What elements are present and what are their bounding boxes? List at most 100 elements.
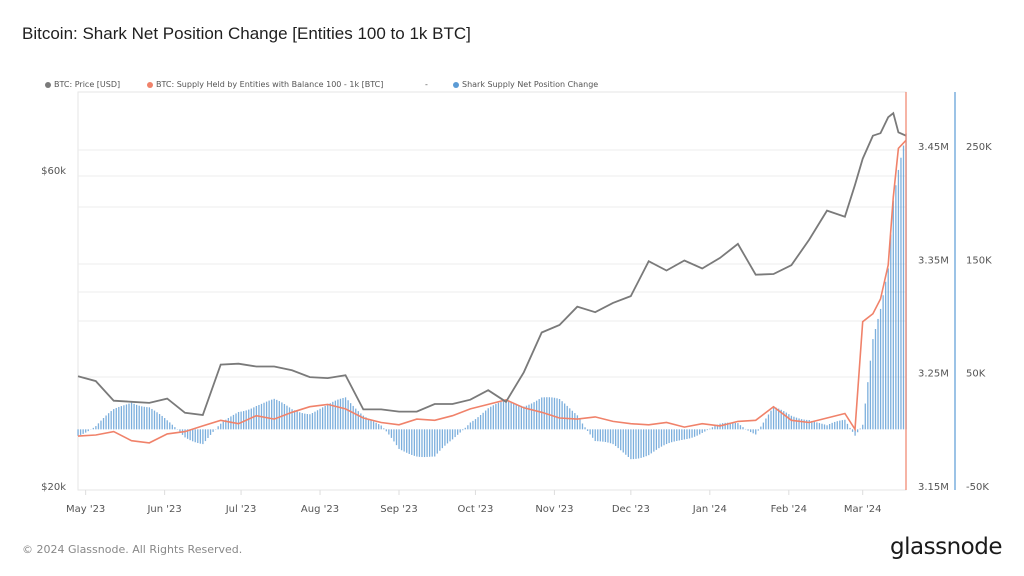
x-tick-label: Feb '24 (771, 504, 807, 515)
net-change-bar (752, 429, 754, 434)
net-change-bar (192, 429, 194, 442)
net-change-bar (635, 429, 637, 459)
net-change-bar (87, 429, 89, 432)
net-change-bar (693, 429, 696, 437)
net-change-bar (645, 429, 647, 457)
net-change-bar (862, 424, 864, 430)
net-change-bars (77, 133, 907, 460)
net-change-bar (808, 420, 810, 430)
net-change-bar (630, 429, 632, 460)
net-change-bar (202, 429, 204, 445)
net-change-bar (115, 407, 117, 430)
net-change-bar (844, 419, 846, 430)
legend-label: BTC: Supply Held by Entities with Balanc… (156, 80, 384, 89)
net-change-bar (510, 402, 512, 430)
net-change-bar (523, 406, 525, 430)
legend-label: - (425, 80, 428, 89)
net-change-bar (864, 403, 866, 430)
net-change-bar (785, 412, 787, 430)
net-change-bar (747, 429, 749, 431)
net-change-bar (520, 405, 522, 430)
net-change-bar (841, 420, 844, 430)
net-change-bar (716, 424, 719, 430)
net-change-bar (492, 405, 494, 430)
net-change-bar (676, 429, 678, 441)
net-change-bar (237, 411, 240, 430)
net-change-bar (836, 421, 838, 430)
net-change-bar (156, 412, 158, 430)
net-change-bar (749, 429, 752, 433)
net-change-bar (291, 409, 293, 430)
net-change-bar (803, 419, 805, 430)
net-change-bar (357, 411, 359, 430)
net-change-bar (497, 402, 500, 430)
net-change-bar (146, 407, 148, 430)
legend-item-price[interactable]: BTC: Price [USD] (45, 80, 120, 89)
net-change-bar (826, 425, 828, 430)
net-change-bar (599, 429, 601, 442)
net-change-bar (350, 403, 352, 430)
net-change-bar (854, 429, 856, 436)
price-line (77, 111, 907, 416)
net-change-bar (347, 400, 349, 430)
net-change-bar (770, 410, 772, 430)
net-change-bar (900, 157, 902, 430)
net-change-bar (507, 401, 510, 430)
net-change-bar (681, 429, 683, 440)
x-tick-label: Jan '24 (692, 504, 727, 515)
net-change-bar (897, 169, 900, 430)
net-change-bar (164, 418, 166, 430)
net-change-bar (128, 403, 130, 430)
net-change-bar (706, 429, 708, 431)
net-change-bar (620, 429, 622, 451)
net-change-bar (607, 429, 609, 443)
net-change-bar (701, 429, 703, 433)
net-change-bar (97, 423, 100, 430)
net-change-bar (253, 407, 255, 430)
net-change-bar (311, 413, 314, 430)
plot-border (77, 91, 907, 491)
net-change-bar (138, 405, 140, 430)
net-change-bar (614, 429, 617, 447)
net-change-bar (398, 429, 400, 449)
net-change-bar (561, 401, 563, 430)
x-tick-label: Sep '23 (380, 504, 418, 515)
net-change-bar (874, 329, 877, 430)
net-change-bar (609, 429, 612, 444)
net-change-bar (375, 422, 377, 430)
net-change-bar (411, 429, 413, 455)
net-change-bar (342, 397, 344, 430)
net-change-bar (161, 415, 163, 430)
net-change-bar (449, 429, 451, 442)
net-change-bar (846, 423, 849, 430)
net-change-bar (110, 411, 112, 430)
net-change-bar (502, 401, 505, 430)
legend-item-supply[interactable]: BTC: Supply Held by Entities with Balanc… (147, 80, 383, 89)
net-change-bar (739, 425, 742, 430)
net-change-bar (235, 413, 237, 430)
net-change-bar (566, 405, 568, 430)
net-change-bar (879, 308, 882, 430)
net-change-bar (263, 402, 265, 430)
net-change-bar (671, 429, 673, 443)
net-change-bar (278, 401, 280, 430)
x-tick-label: Jun '23 (146, 504, 181, 515)
net-change-bar (360, 413, 362, 430)
net-change-bar (581, 423, 584, 430)
net-change-bar (627, 429, 630, 457)
net-change-bar (602, 429, 604, 442)
net-change-bar (472, 420, 474, 430)
net-change-bar (653, 429, 655, 452)
net-change-bar (604, 429, 607, 443)
legend-item-net-change[interactable]: Shark Supply Net Position Change (453, 80, 598, 89)
net-change-bar (579, 419, 581, 430)
x-tick-label: May '23 (66, 504, 105, 515)
net-change-bar (688, 429, 691, 439)
legend-dot-icon (453, 81, 459, 88)
net-change-bar (319, 408, 321, 430)
net-change-bar (495, 403, 497, 430)
net-change-bar (783, 411, 785, 430)
net-change-bar (426, 429, 428, 457)
net-change-bar (584, 427, 586, 430)
